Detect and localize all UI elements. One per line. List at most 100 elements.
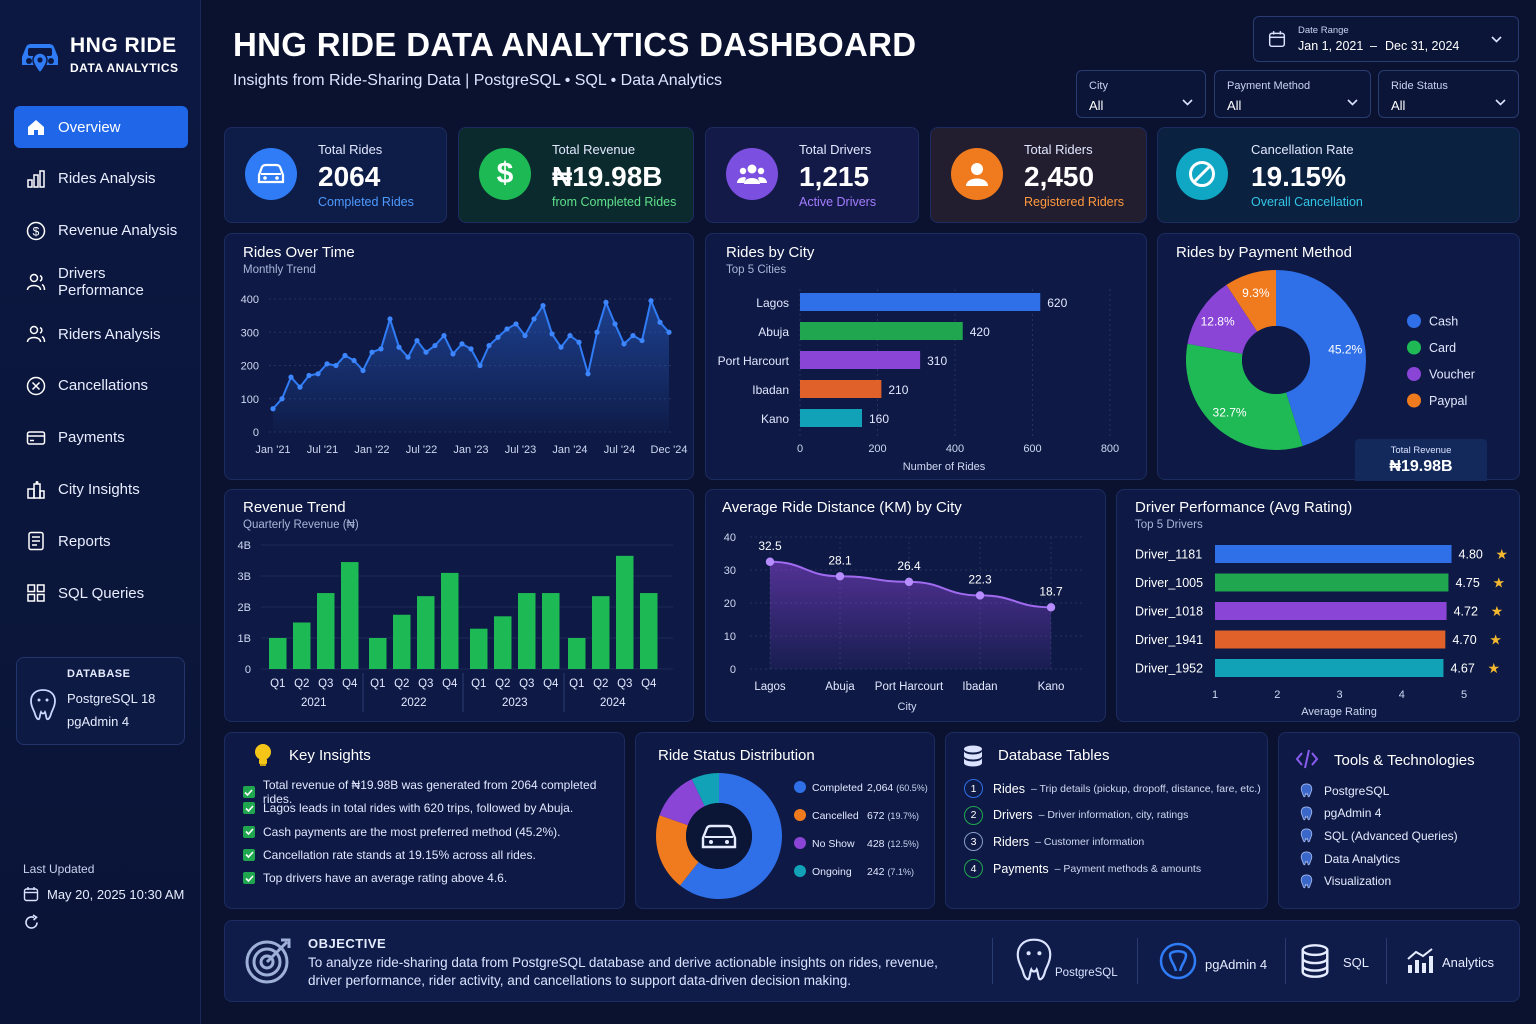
data-point (450, 351, 456, 357)
objective-title: OBJECTIVE (308, 936, 387, 951)
donut-slice (656, 815, 699, 886)
legend-label: No Show (812, 838, 855, 850)
date-range-filter[interactable]: Date Range Jan 1, 2021 – Dec 31, 2024 (1253, 16, 1519, 62)
database-table-item[interactable]: 4 Payments – Payment methods & amounts (964, 859, 1202, 879)
y-tick-label: 30 (724, 565, 736, 577)
star-icon: ★ (1489, 632, 1502, 648)
sidebar-item-rides-analysis[interactable]: Rides Analysis (14, 158, 188, 200)
database-heading: DATABASE (67, 668, 131, 680)
data-point (288, 374, 294, 380)
data-point (351, 357, 357, 364)
elephant-icon (1300, 851, 1313, 866)
x-tick-label: Jul '23 (505, 444, 536, 456)
bar (417, 596, 435, 669)
x-tick-label: Abuja (825, 681, 855, 693)
database-icon (964, 745, 982, 767)
sidebar-item-sql-queries[interactable]: SQL Queries (14, 572, 188, 614)
kpi-subtext: Active Drivers (799, 195, 877, 209)
elephant-icon (1300, 806, 1313, 820)
brand-logo[interactable]: HNG RIDE DATA ANALYTICS (18, 34, 179, 75)
y-tick-label: 0 (245, 664, 251, 676)
quarter-label: Q3 (418, 678, 433, 690)
panel-title: Rides by Payment Method (1176, 244, 1352, 261)
x-tick-label: 2 (1274, 689, 1280, 701)
insight-item: Cancellation rate stands at 19.15% acros… (243, 848, 536, 862)
tool-name: pgAdmin 4 (1324, 806, 1382, 821)
x-tick-label: Dec '24 (651, 444, 688, 456)
bar-value-label: 4.80 (1459, 548, 1483, 562)
data-point (432, 342, 438, 349)
data-point (468, 346, 474, 352)
sidebar-item-label: Reports (58, 532, 111, 550)
database-table-item[interactable]: 3 Riders – Customer information (964, 832, 1144, 852)
x-tick-label: 600 (1023, 443, 1041, 455)
tool-item: pgAdmin 4 (1299, 806, 1381, 821)
data-point (459, 341, 465, 347)
y-tick-label: 100 (241, 394, 259, 406)
user-icon (966, 163, 988, 186)
refresh-icon[interactable] (23, 914, 40, 931)
sidebar-item-reports[interactable]: Reports (14, 520, 188, 562)
ride-status-panel: Ride Status Distribution Completed 2,064 … (635, 732, 935, 909)
bar (369, 638, 387, 669)
legend-label: Paypal (1429, 394, 1467, 408)
kpi-label: Total Riders (1024, 142, 1093, 157)
slice-label: 32.7% (1213, 405, 1247, 419)
table-number-badge: 4 (964, 859, 983, 879)
sidebar-item-drivers-performance[interactable]: Drivers Performance (14, 261, 188, 303)
x-tick-label: Jul '21 (307, 444, 338, 456)
data-point (975, 591, 985, 600)
panel-subtitle: Top 5 Cities (726, 264, 787, 276)
quarter-label: Q3 (519, 678, 534, 690)
sidebar-item-revenue-analysis[interactable]: $ Revenue Analysis (14, 210, 188, 252)
sidebar-item-payments[interactable]: Payments (14, 417, 188, 459)
kpi-subtext: Registered Riders (1024, 195, 1125, 209)
payment-method-filter[interactable]: Payment Method All (1214, 70, 1371, 118)
bar-value-label: 620 (1047, 296, 1067, 310)
date-range-start: Jan 1, 2021 (1298, 39, 1364, 53)
sidebar-item-city-insights[interactable]: City Insights (14, 469, 188, 511)
database-table-item[interactable]: 1 Rides – Trip details (pickup, dropoff, d… (964, 779, 1261, 798)
sidebar-item-cancellations[interactable]: Cancellations (14, 365, 188, 407)
revenue-trend-panel: Revenue Trend Quarterly Revenue (₦) 0 1B 2… (224, 489, 694, 722)
data-point (387, 316, 393, 322)
check-icon (243, 786, 255, 798)
data-point (648, 298, 654, 304)
tool-name: PostgreSQL (1324, 783, 1390, 798)
rides-by-city-chart: 0 200 400 600 800 Lagos 620 Abuja 420 Port Harcou… (718, 289, 1119, 473)
sidebar-item-label: Revenue Analysis (58, 222, 178, 240)
check-icon (243, 848, 255, 861)
slice-label: 45.2% (1328, 342, 1362, 356)
x-tick-label: Kano (1038, 681, 1065, 693)
kpi-label: Cancellation Rate (1251, 142, 1354, 157)
insight-text: Total revenue of ₦19.98B was generated f… (262, 778, 597, 806)
x-circle-icon (26, 376, 46, 396)
category-label: Abuja (758, 325, 789, 339)
data-point (504, 326, 510, 332)
x-axis-label: Average Rating (1301, 706, 1377, 718)
ride-status-filter[interactable]: Ride Status All (1378, 70, 1519, 118)
city-filter[interactable]: City All (1076, 70, 1206, 118)
total-revenue-value: ₦19.98B (1389, 458, 1453, 475)
database-table-item[interactable]: 2 Drivers – Driver information, city, rati… (964, 805, 1188, 825)
bar-value-label: 4.75 (1455, 576, 1479, 590)
y-tick-label: 0 (253, 427, 259, 439)
kpi-card-total-revenue: $ Total Revenue ₦19.98B from Completed Ride… (458, 127, 694, 223)
data-point (531, 316, 537, 322)
elephant-icon (1300, 783, 1313, 798)
quarter-label: Q2 (394, 678, 409, 690)
data-point (378, 346, 384, 352)
x-tick-label: 5 (1461, 689, 1467, 701)
city-filter-value: All (1089, 98, 1104, 113)
database-engine: PostgreSQL 18 (67, 691, 156, 706)
dollar-circle-icon: $ (26, 221, 46, 240)
sidebar-item-label: Rides Analysis (58, 170, 156, 188)
chevron-down-icon (1491, 36, 1502, 43)
sidebar-item-overview[interactable]: Overview (14, 106, 188, 148)
postgresql-icon (30, 689, 56, 721)
sidebar-item-riders-analysis[interactable]: Riders Analysis (14, 313, 188, 355)
pie-slice (1187, 284, 1258, 354)
panel-title: Rides Over Time (243, 244, 355, 261)
panel-title: Average Ride Distance (KM) by City (722, 499, 962, 516)
table-description: – Payment methods & amounts (1054, 862, 1202, 875)
